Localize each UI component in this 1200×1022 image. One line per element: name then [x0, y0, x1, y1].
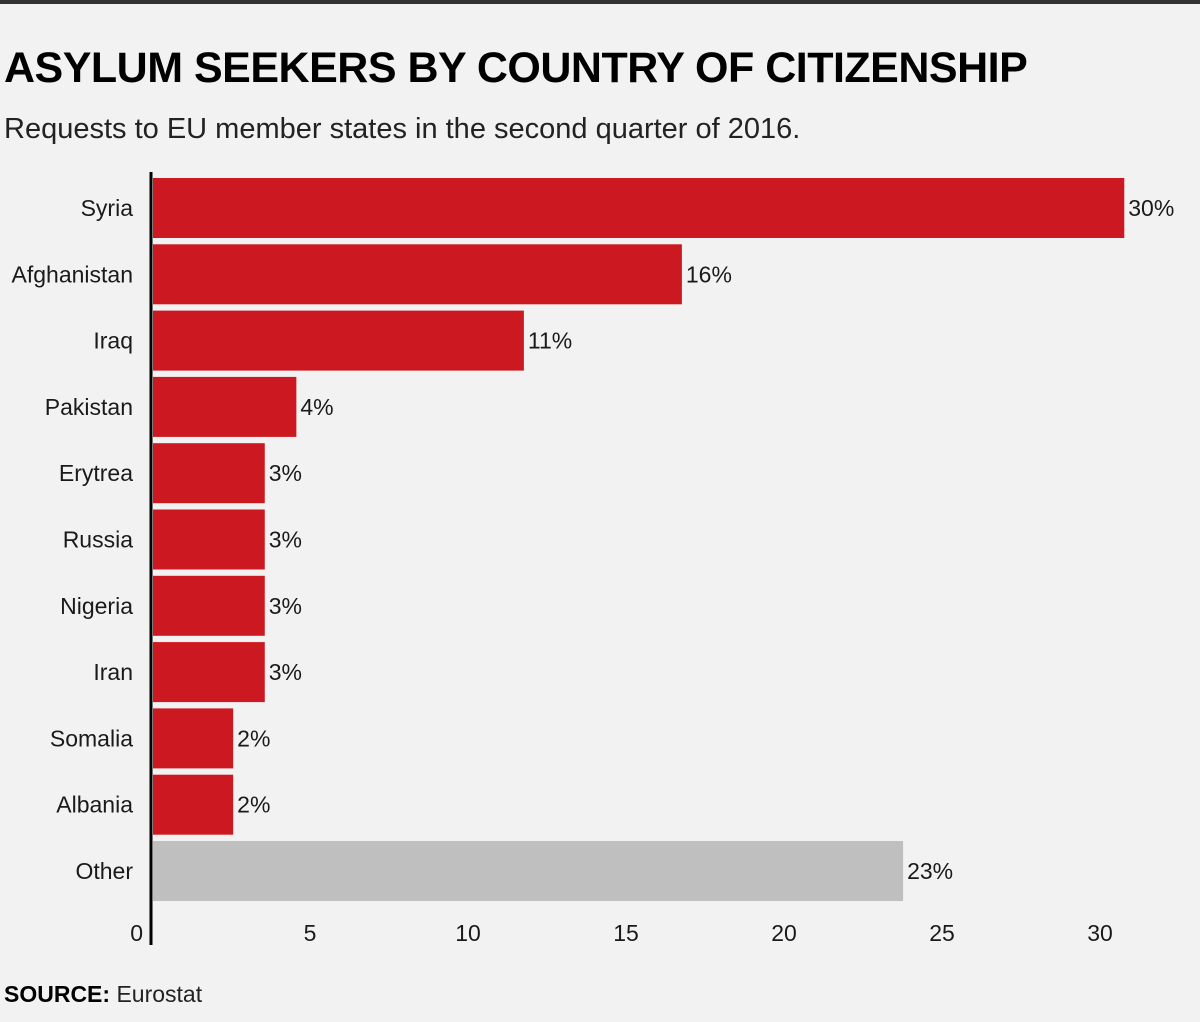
- bar-afghanistan: [153, 244, 682, 305]
- category-label: Afghanistan: [12, 261, 133, 287]
- category-label: Pakistan: [45, 394, 133, 420]
- top-rule: [0, 0, 1200, 4]
- category-label: Erytrea: [59, 460, 133, 486]
- chart-subtitle: Requests to EU member states in the seco…: [4, 113, 801, 145]
- category-label: Iraq: [93, 328, 133, 354]
- category-label: Syria: [81, 195, 134, 221]
- data-label: 2%: [237, 725, 270, 751]
- data-label: 16%: [686, 261, 732, 287]
- data-label: 11%: [528, 328, 572, 354]
- x-tick-label: 0: [130, 920, 143, 946]
- bar-albania: [153, 774, 234, 835]
- x-tick-label: 10: [455, 920, 481, 946]
- data-label: 3%: [269, 593, 302, 619]
- data-label: 23%: [907, 858, 953, 884]
- x-tick-label: 30: [1087, 920, 1113, 946]
- category-label: Nigeria: [60, 593, 133, 619]
- bar-somalia: [153, 708, 234, 769]
- bar-chart: Syria 30% Afghanistan 16% Iraq 11% Pakistan 4% E…: [12, 172, 1174, 946]
- data-label: 3%: [269, 460, 302, 486]
- bar-other: [153, 841, 904, 901]
- category-label: Other: [75, 858, 133, 884]
- bar-iraq: [153, 310, 524, 371]
- source-note: SOURCE: Eurostat: [4, 981, 202, 1008]
- x-tick-label: 15: [613, 920, 639, 946]
- data-label: 30%: [1128, 195, 1174, 221]
- source-value: Eurostat: [116, 981, 203, 1007]
- bar-iran: [153, 642, 265, 703]
- x-tick-label: 5: [304, 920, 317, 946]
- category-label: Russia: [63, 527, 134, 553]
- bar-syria: [153, 178, 1125, 238]
- bar-russia: [153, 509, 265, 570]
- bar-pakistan: [153, 376, 297, 437]
- data-label: 3%: [269, 527, 302, 553]
- bar-erytrea: [153, 443, 265, 504]
- data-label: 4%: [300, 394, 333, 420]
- chart-title: ASYLUM SEEKERS BY COUNTRY OF CITIZENSHIP: [4, 44, 1028, 92]
- x-tick-label: 20: [771, 920, 797, 946]
- category-label: Iran: [93, 659, 133, 685]
- x-tick-label: 25: [929, 920, 955, 946]
- data-label: 2%: [237, 792, 270, 818]
- source-label: SOURCE:: [4, 981, 111, 1007]
- category-label: Albania: [56, 792, 133, 818]
- category-label: Somalia: [50, 725, 133, 751]
- bar-nigeria: [153, 575, 265, 636]
- data-label: 3%: [269, 659, 302, 685]
